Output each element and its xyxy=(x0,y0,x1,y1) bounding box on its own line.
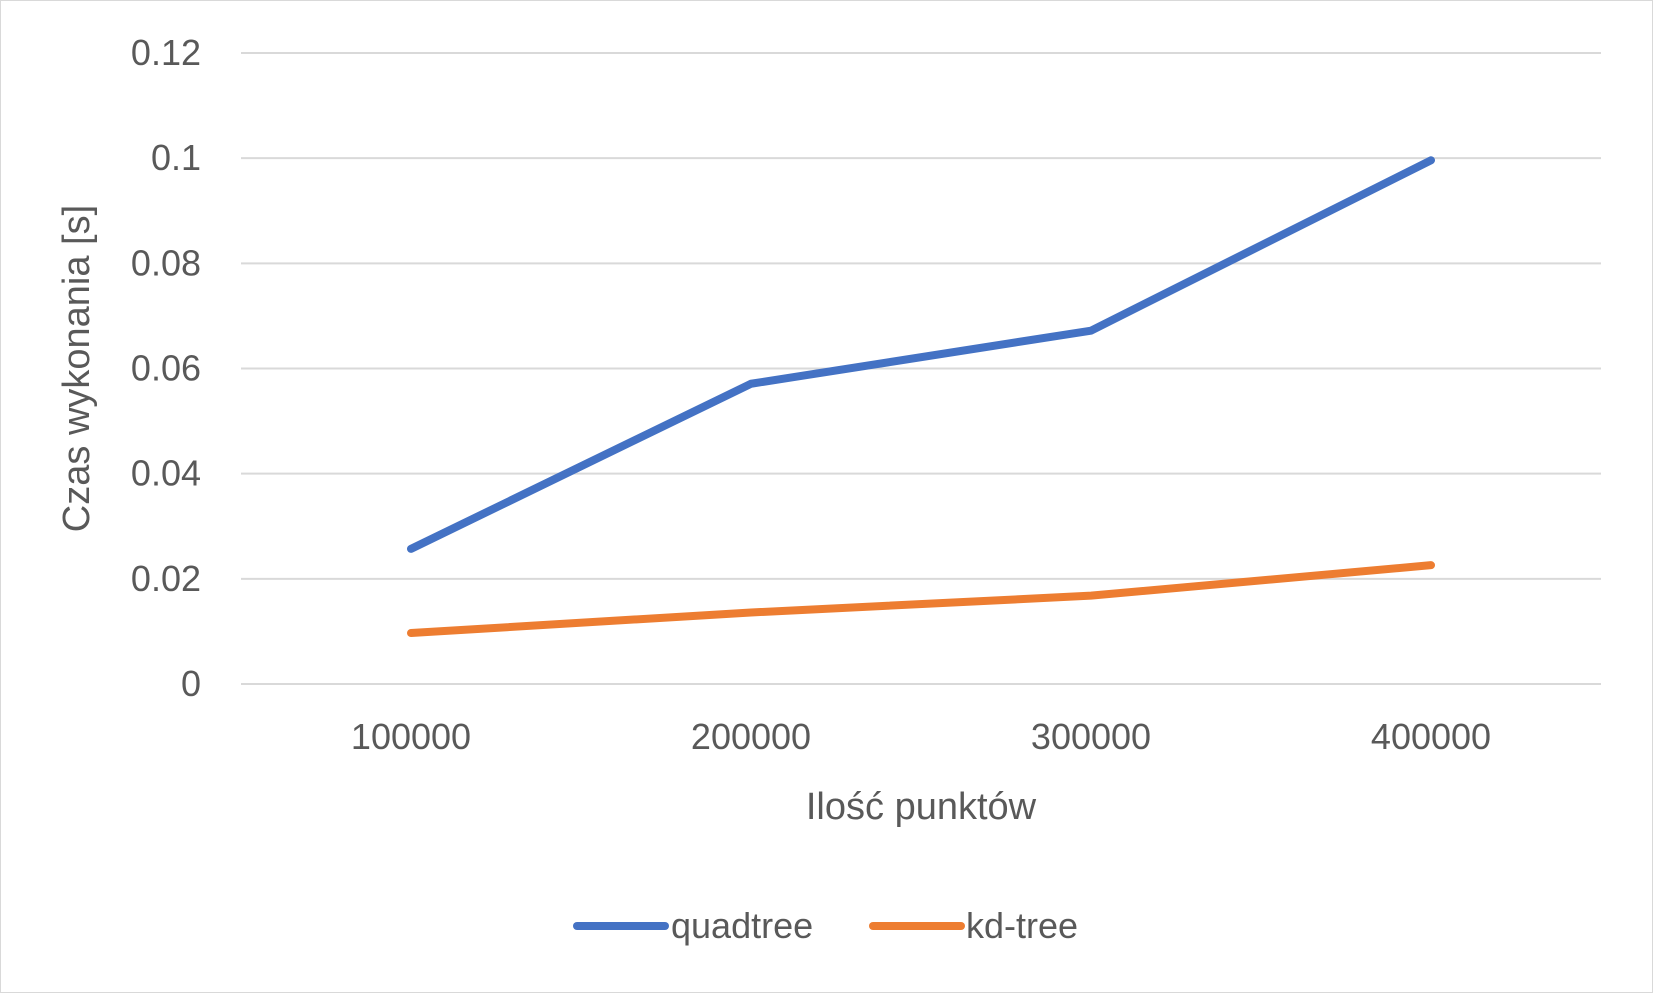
y-axis-title: Czas wykonania [s] xyxy=(56,205,98,532)
x-tick-label: 100000 xyxy=(351,716,471,757)
series-lines xyxy=(407,156,1435,637)
x-tick-label: 300000 xyxy=(1031,716,1151,757)
legend-label-quadtree: quadtree xyxy=(671,905,813,946)
gridlines xyxy=(241,52,1601,685)
y-tick-label: 0.1 xyxy=(151,137,201,178)
x-axis-tick-labels: 100000 200000 300000 400000 xyxy=(351,716,1491,757)
series-line-quadtree xyxy=(407,156,1435,553)
y-tick-label: 0.06 xyxy=(131,348,201,389)
x-axis-title: Ilość punktów xyxy=(806,786,1037,828)
y-tick-label: 0 xyxy=(181,663,201,704)
y-axis-tick-labels: 0 0.02 0.04 0.06 0.08 0.1 0.12 xyxy=(131,32,201,704)
y-tick-label: 0.12 xyxy=(131,32,201,73)
legend: quadtree kd-tree xyxy=(573,905,1078,946)
y-tick-label: 0.02 xyxy=(131,558,201,599)
series-line-kd-tree xyxy=(407,561,1435,637)
y-tick-label: 0.04 xyxy=(131,453,201,494)
y-tick-label: 0.08 xyxy=(131,242,201,283)
x-tick-label: 200000 xyxy=(691,716,811,757)
x-tick-label: 400000 xyxy=(1371,716,1491,757)
legend-label-kd-tree: kd-tree xyxy=(966,905,1078,946)
